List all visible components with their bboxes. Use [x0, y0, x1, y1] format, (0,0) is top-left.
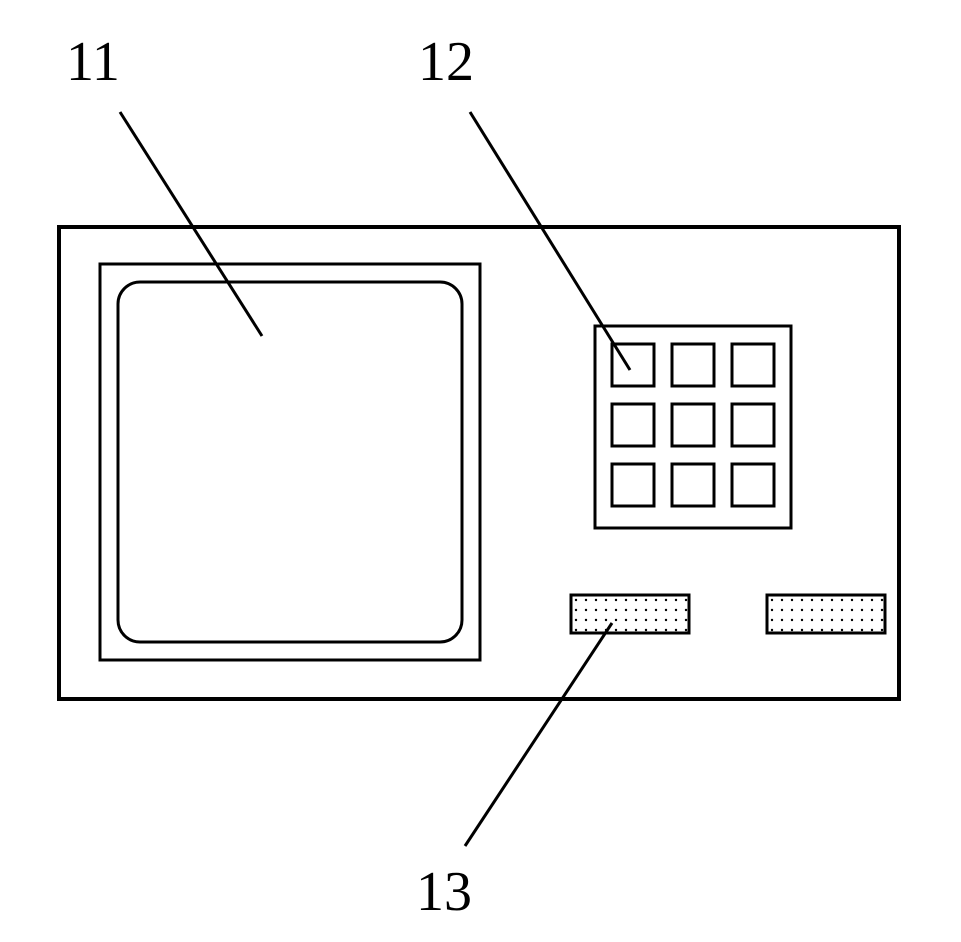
label-screen: 11: [66, 30, 120, 94]
label-slot: 13: [416, 860, 472, 924]
diagram-svg: [0, 0, 961, 942]
label-keypad: 12: [418, 30, 474, 94]
